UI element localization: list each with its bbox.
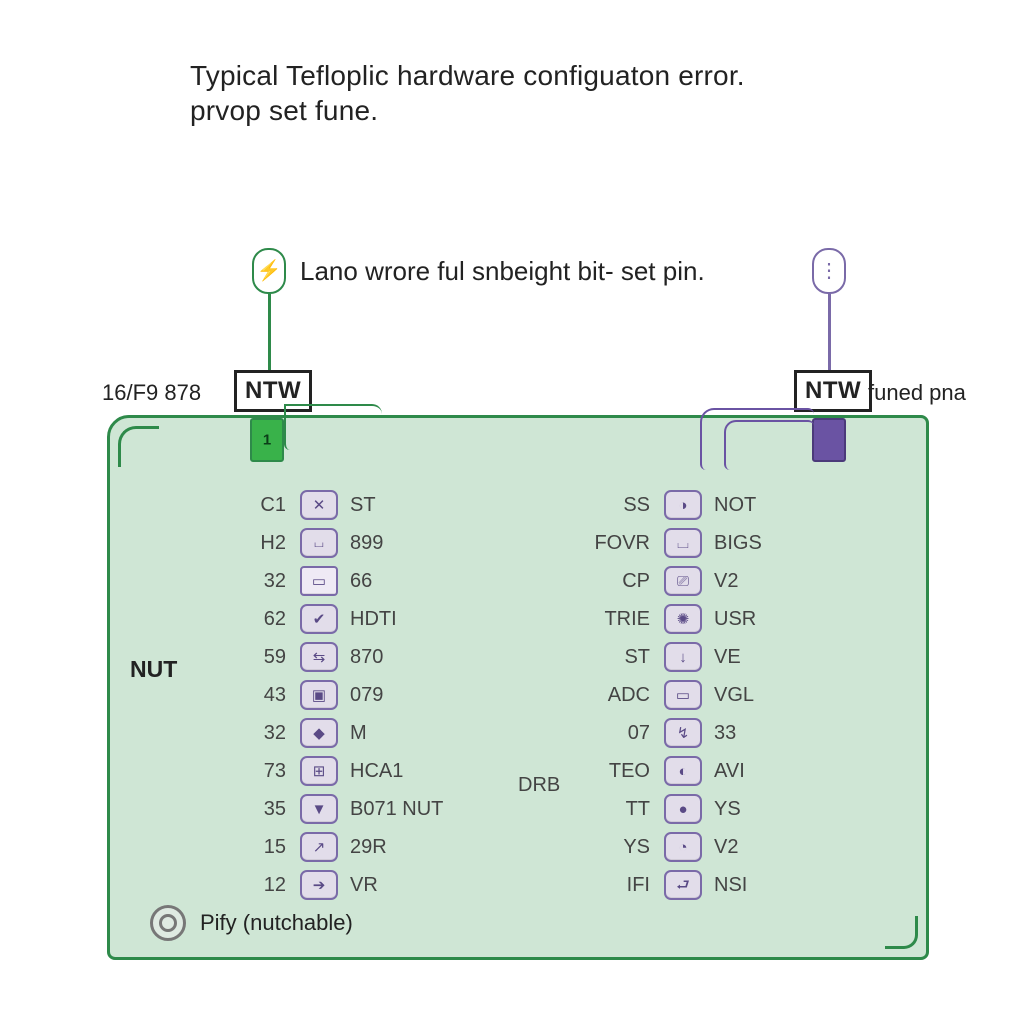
pin-badge-icon: ◆ bbox=[300, 718, 338, 748]
pin-badge-icon: ⊞ bbox=[300, 756, 338, 786]
footer-row: Pify (nutchable) bbox=[150, 905, 353, 941]
pin-column-right: SS ◑ NOT FOVR ⌴ BIGS CP ⎚ V2 TRIE ✺ USR ST ↓ VE ADC ▭ VGL… bbox=[584, 490, 780, 900]
pin-left-label: 32 bbox=[232, 570, 290, 593]
pin-column-left: C1 ✕ ST H2 ⏘ 899 32 ▭ 66 62 ✔ HDTI 59 ⇆ 870 43 ▣ 079 32 ◆ M 7… bbox=[232, 490, 446, 900]
pin-left-label: 73 bbox=[232, 760, 290, 783]
radio-icon[interactable] bbox=[150, 905, 186, 941]
pin-left-label: 07 bbox=[584, 722, 654, 745]
pin-badge-icon: ⇆ bbox=[300, 642, 338, 672]
pin-left-label: TEO bbox=[584, 760, 654, 783]
pin-right-label: YS bbox=[710, 798, 780, 821]
purple-connector bbox=[812, 418, 846, 462]
page-title: Typical Tefloplic hardware configuaton e… bbox=[190, 58, 890, 128]
pin-right-label: ST bbox=[346, 494, 446, 517]
board-corner-br bbox=[885, 916, 918, 949]
options-pill-icon: ⋮ bbox=[812, 248, 846, 294]
pin-right-label: HDTI bbox=[346, 608, 446, 631]
pin-badge-icon: ◔ bbox=[664, 832, 702, 862]
pin-left-label: TT bbox=[584, 798, 654, 821]
pin-right-label: M bbox=[346, 722, 446, 745]
pin-right-label: BIGS bbox=[710, 532, 780, 555]
callout-text: Lano wrore ful snbeight bit- set pin. bbox=[300, 256, 800, 287]
pin-left-label: ST bbox=[584, 646, 654, 669]
pin-right-label: 29R bbox=[346, 836, 446, 859]
diagram-canvas: Typical Tefloplic hardware configuaton e… bbox=[0, 0, 1024, 1024]
green-stem bbox=[268, 294, 271, 372]
pin-left-label: ADC bbox=[584, 684, 654, 707]
pin-badge-icon: ↯ bbox=[664, 718, 702, 748]
pin-badge-icon: ↓ bbox=[664, 642, 702, 672]
pin-right-label: V2 bbox=[710, 836, 780, 859]
dots-vertical-icon: ⋮ bbox=[819, 261, 839, 281]
hardware-board bbox=[107, 415, 929, 960]
pin-badge-icon: ● bbox=[664, 794, 702, 824]
purple-wire-2 bbox=[724, 420, 814, 470]
pin-left-label: SS bbox=[584, 494, 654, 517]
pin-left-label: IFI bbox=[584, 874, 654, 897]
title-line-2: prvop set fune. bbox=[190, 95, 378, 126]
pin-badge-icon: ◑ bbox=[664, 490, 702, 520]
pin-left-label: 12 bbox=[232, 874, 290, 897]
pin-badge-icon: ▭ bbox=[664, 680, 702, 710]
pin-badge-icon: ◐ bbox=[664, 756, 702, 786]
pin-badge-icon: ⏘ bbox=[300, 528, 338, 558]
pin-left-label: H2 bbox=[232, 532, 290, 555]
power-pill-icon: ⚡ bbox=[252, 248, 286, 294]
pin-right-label: USR bbox=[710, 608, 780, 631]
ntw-right-box: NTW bbox=[794, 370, 872, 412]
pin-badge-icon: ✺ bbox=[664, 604, 702, 634]
pin-right-label: 66 bbox=[346, 570, 446, 593]
pin-right-label: B071 NUT bbox=[346, 798, 446, 821]
pin-badge-icon: ▼ bbox=[300, 794, 338, 824]
green-connector: 1 bbox=[250, 418, 284, 462]
pin-right-label: 870 bbox=[346, 646, 446, 669]
pin-badge-icon: ➔ bbox=[300, 870, 338, 900]
green-connector-number: 1 bbox=[263, 432, 271, 449]
pin-right-label: 33 bbox=[710, 722, 780, 745]
ntw-left-label: NTW bbox=[245, 377, 301, 404]
ntw-right-side-text: funed pna bbox=[868, 380, 966, 406]
title-line-1: Typical Tefloplic hardware configuaton e… bbox=[190, 60, 745, 91]
pin-right-label: VE bbox=[710, 646, 780, 669]
pin-left-label: 59 bbox=[232, 646, 290, 669]
pin-right-label: AVI bbox=[710, 760, 780, 783]
pin-left-label: 32 bbox=[232, 722, 290, 745]
pin-badge-icon: ✕ bbox=[300, 490, 338, 520]
pin-left-label: YS bbox=[584, 836, 654, 859]
pin-right-label: HCA1 bbox=[346, 760, 446, 783]
ntw-left-side-text: 16/F9 878 bbox=[102, 380, 201, 406]
pin-left-label: TRIE bbox=[584, 608, 654, 631]
nut-label: NUT bbox=[130, 656, 177, 683]
pin-left-label: FOVR bbox=[584, 532, 654, 555]
pin-badge-icon: ⮐ bbox=[664, 870, 702, 900]
pin-right-label: 079 bbox=[346, 684, 446, 707]
pin-right-label: NOT bbox=[710, 494, 780, 517]
footer-label: Pify (nutchable) bbox=[200, 910, 353, 936]
pin-right-label: VGL bbox=[710, 684, 780, 707]
pin-right-label: NSI bbox=[710, 874, 780, 897]
pin-left-label: 62 bbox=[232, 608, 290, 631]
pin-right-label: VR bbox=[346, 874, 446, 897]
green-wire bbox=[284, 404, 382, 450]
pin-badge-icon: ▭ bbox=[300, 566, 338, 596]
pin-badge-icon: ▣ bbox=[300, 680, 338, 710]
drb-label: DRB bbox=[518, 774, 560, 797]
pin-badge-icon: ⌴ bbox=[664, 528, 702, 558]
purple-stem bbox=[828, 294, 831, 372]
pin-left-label: CP bbox=[584, 570, 654, 593]
lightning-icon: ⚡ bbox=[257, 261, 282, 281]
pin-left-label: 35 bbox=[232, 798, 290, 821]
pin-left-label: 15 bbox=[232, 836, 290, 859]
pin-right-label: V2 bbox=[710, 570, 780, 593]
pin-left-label: C1 bbox=[232, 494, 290, 517]
pin-badge-icon: ✔ bbox=[300, 604, 338, 634]
pin-right-label: 899 bbox=[346, 532, 446, 555]
pin-badge-icon: ↗ bbox=[300, 832, 338, 862]
ntw-right-label: NTW bbox=[805, 377, 861, 404]
pin-badge-icon: ⎚ bbox=[664, 566, 702, 596]
pin-left-label: 43 bbox=[232, 684, 290, 707]
